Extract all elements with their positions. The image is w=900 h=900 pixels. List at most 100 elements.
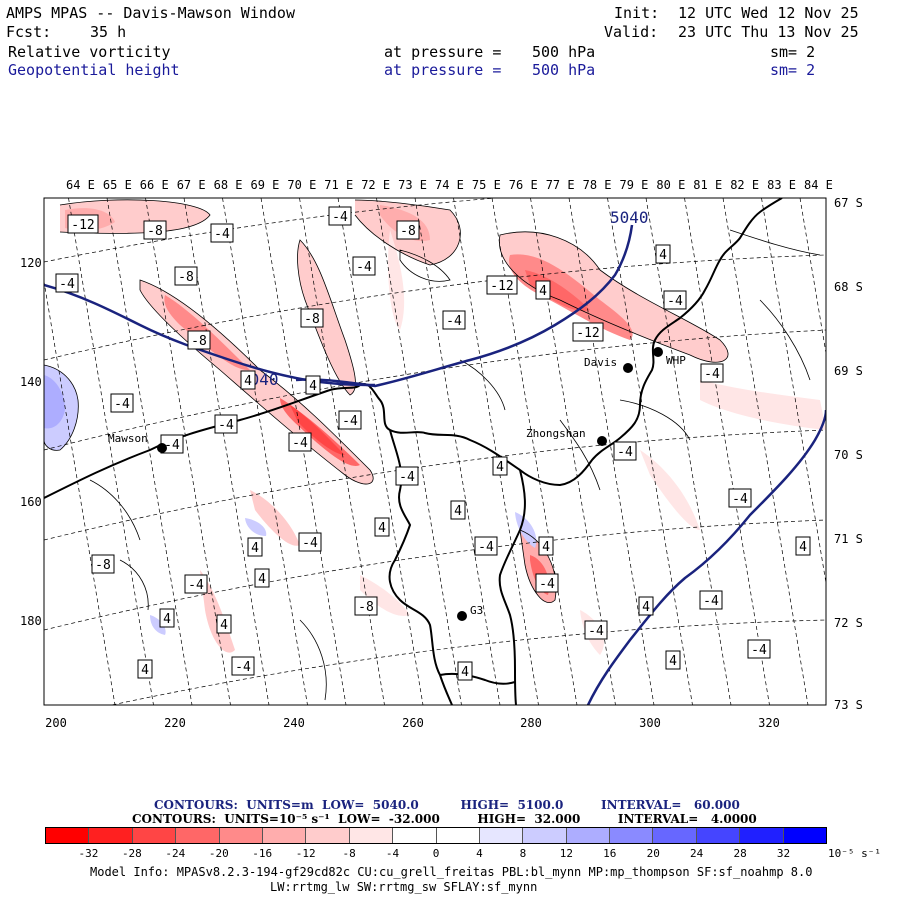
ctr1-high: HIGH= 5100.0 xyxy=(460,798,564,812)
field1-level-value: 500 hPa xyxy=(532,43,596,61)
vorticity-label: 4 xyxy=(254,568,270,588)
colorbar-label: -28 xyxy=(121,847,142,860)
top-lon-label: 64 E xyxy=(66,178,95,192)
vorticity-label: 4 xyxy=(457,661,473,681)
ctr1-interval: INTERVAL= 60.000 xyxy=(600,798,740,812)
colorbar-segment xyxy=(479,828,524,843)
vorticity-label: 4 xyxy=(492,456,508,476)
colorbar-segment xyxy=(176,828,220,843)
vorticity-label: 4 xyxy=(374,517,390,537)
ctr2-low: LOW= -32.000 xyxy=(338,812,440,826)
vorticity-label: -4 xyxy=(214,414,238,434)
right-latitude-labels: 67 S 68 S 69 S 70 S 71 S 72 S 73 S xyxy=(834,196,863,712)
svg-text:-4: -4 xyxy=(302,536,318,551)
vorticity-label: -4 xyxy=(210,223,234,243)
right-lat-label: 67 S xyxy=(834,196,863,210)
svg-text:4: 4 xyxy=(251,541,259,556)
top-lon-label: 67 E xyxy=(177,178,206,192)
colorbar-segment xyxy=(566,828,611,843)
vorticity-label: 4 xyxy=(450,500,466,520)
station-davis: Davis xyxy=(584,356,633,373)
vorticity-label: -8 xyxy=(174,266,198,286)
svg-text:4: 4 xyxy=(496,460,504,475)
vorticity-label: -4 xyxy=(474,536,498,556)
svg-text:4: 4 xyxy=(454,504,462,519)
bottom-tick-label: 260 xyxy=(402,716,424,730)
lat-lon-grid xyxy=(44,198,826,705)
svg-text:-4: -4 xyxy=(342,414,358,429)
map-title: AMPS MPAS -- Davis-Mawson Window xyxy=(6,4,295,22)
colorbar-segment xyxy=(306,828,350,843)
init-value: 12 UTC Wed 12 Nov 25 xyxy=(678,4,859,22)
svg-text:Davis: Davis xyxy=(584,356,617,369)
svg-text:-4: -4 xyxy=(478,540,494,555)
vorticity-label: 4 xyxy=(159,608,175,628)
vorticity-label: -8 xyxy=(354,596,378,616)
top-lon-label: 79 E xyxy=(620,178,649,192)
bottom-tick-label: 200 xyxy=(45,716,67,730)
ctr2-label: CONTOURS: xyxy=(132,812,216,826)
right-lat-label: 71 S xyxy=(834,532,863,546)
top-lon-label: 71 E xyxy=(324,178,353,192)
bottom-tick-label: 280 xyxy=(520,716,542,730)
vorticity-labels: -12 -8 -4 -4 -8 -4 4 -4 -8 -12 4 -4 -4 -8 -12 -8 -4 -4 4 4 4… xyxy=(55,206,811,681)
svg-text:-4: -4 xyxy=(188,578,204,593)
top-lon-label: 74 E xyxy=(435,178,464,192)
vorticity-label: -8 xyxy=(143,220,167,240)
top-lon-label: 70 E xyxy=(287,178,316,192)
field2-level-value: 500 hPa xyxy=(532,61,596,79)
svg-text:-8: -8 xyxy=(358,600,374,615)
colorbar-segment xyxy=(262,828,307,843)
vorticity-label: -4 xyxy=(338,410,362,430)
vorticity-label: 4 xyxy=(655,244,671,264)
svg-text:4: 4 xyxy=(244,374,252,389)
svg-text:-4: -4 xyxy=(356,260,372,275)
vorticity-label: 4 xyxy=(538,536,554,556)
field2-name: Geopotential height xyxy=(8,61,180,79)
svg-text:4: 4 xyxy=(220,618,228,633)
right-lat-label: 70 S xyxy=(834,448,863,462)
vorticity-label: -4 xyxy=(328,206,352,226)
vorticity-label: -4 xyxy=(110,393,134,413)
svg-text:-8: -8 xyxy=(178,270,194,285)
bottom-tick-label: 220 xyxy=(164,716,186,730)
colorbar-segment xyxy=(219,828,263,843)
colorbar-segment xyxy=(653,828,697,843)
ctr2-units: UNITS=10⁻⁵ s⁻¹ xyxy=(224,812,330,826)
left-tick-label: 140 xyxy=(20,375,42,389)
svg-text:-4: -4 xyxy=(446,314,462,329)
svg-text:4: 4 xyxy=(669,654,677,669)
vorticity-label: -12 xyxy=(67,214,99,234)
top-lon-label: 82 E xyxy=(730,178,759,192)
vorticity-label: -4 xyxy=(728,488,752,508)
colorbar-segment xyxy=(46,828,90,843)
field1-name: Relative vorticity xyxy=(8,43,171,61)
svg-text:-4: -4 xyxy=(539,577,555,592)
init-label: Init: xyxy=(614,4,660,22)
right-lat-label: 73 S xyxy=(834,698,863,712)
svg-text:-12: -12 xyxy=(490,279,513,294)
colorbar-label: 12 xyxy=(559,847,573,860)
colorbar-segment xyxy=(349,828,394,843)
vorticity-label: -4 xyxy=(700,363,724,383)
ctr1-low: LOW= 5040.0 xyxy=(322,798,419,812)
vorticity-label: -4 xyxy=(231,656,255,676)
top-lon-label: 80 E xyxy=(656,178,685,192)
colorbar-label: 16 xyxy=(603,847,617,860)
top-lon-label: 78 E xyxy=(583,178,612,192)
vorticity-label: -4 xyxy=(160,434,184,454)
bottom-axis-ticks: 200 220 240 260 280 300 320 xyxy=(45,716,780,730)
geopotential-height-contours xyxy=(44,224,826,705)
svg-text:-4: -4 xyxy=(667,294,683,309)
valid-value: 23 UTC Thu 13 Nov 25 xyxy=(678,23,859,41)
vorticity-label: 4 xyxy=(137,659,153,679)
svg-text:-4: -4 xyxy=(588,624,604,639)
top-lon-label: 68 E xyxy=(214,178,243,192)
station-mawson: Mawson xyxy=(108,432,167,453)
field1-sm: sm= 2 xyxy=(770,43,816,61)
colorbar-segment xyxy=(436,828,480,843)
vorticity-label: -12 xyxy=(572,322,604,342)
svg-text:-4: -4 xyxy=(235,660,251,675)
svg-text:Zhongshan: Zhongshan xyxy=(526,427,586,440)
station-zhongshan: Zhongshan xyxy=(526,427,607,446)
